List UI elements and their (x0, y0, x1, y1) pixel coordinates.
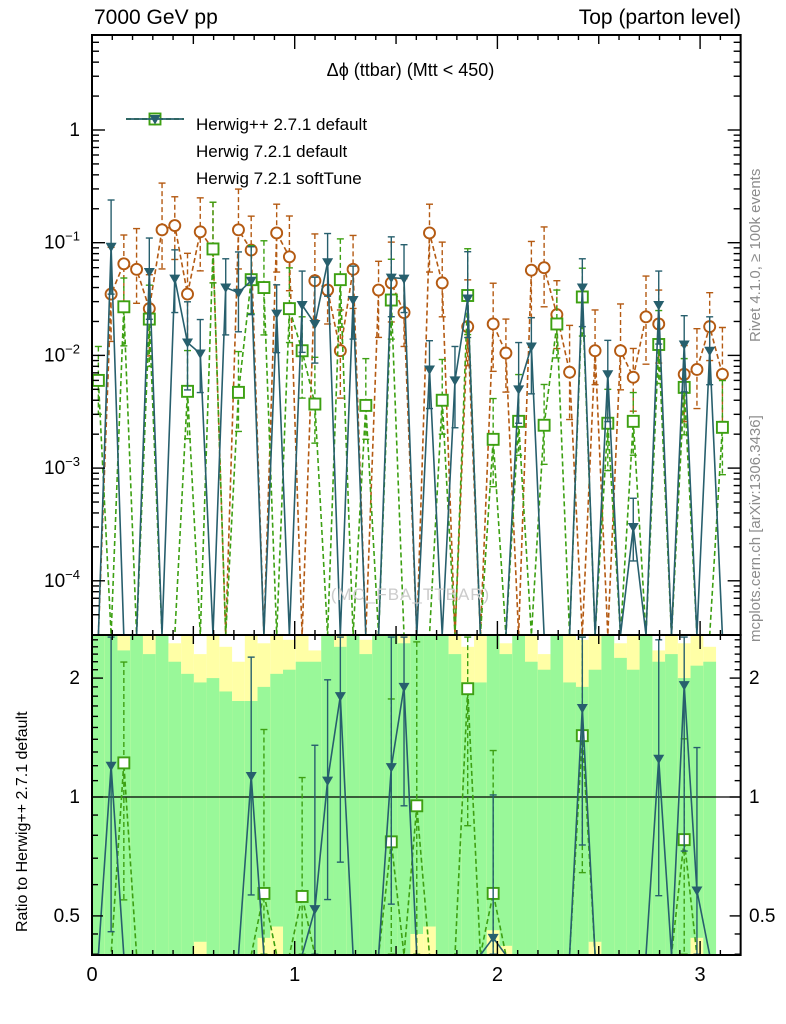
svg-text:2: 2 (492, 964, 503, 986)
rivet-version-note: Rivet 4.1.0, ≥ 100k events (747, 168, 764, 342)
svg-text:0.5: 0.5 (54, 906, 80, 927)
svg-text:10−1: 10−1 (44, 229, 80, 254)
svg-text:2: 2 (749, 668, 760, 689)
svg-text:1: 1 (69, 120, 80, 141)
main-series-1 (92, 201, 729, 635)
analysis-watermark: (MC_FBA_TTBAR) (330, 585, 491, 604)
axis-tick-labels: 0 1 2 3 1 10−1 10−2 10−3 10−4 2 2 1 1 0.5 0.5 (44, 120, 775, 986)
legend-label: Herwig 7.2.1 default (196, 141, 348, 161)
svg-text:1: 1 (69, 787, 80, 808)
svg-text:10−3: 10−3 (44, 454, 80, 479)
svg-text:2: 2 (69, 668, 80, 689)
ratio-series-1 (97, 636, 723, 955)
legend-label: Herwig 7.2.1 softTune (196, 168, 362, 188)
svg-text:1: 1 (749, 787, 760, 808)
legend: Herwig++ 2.7.1 default Herwig 7.2.1 defa… (126, 111, 367, 192)
svg-text:10−2: 10−2 (44, 341, 80, 366)
process-header: Top (parton level) (578, 6, 741, 29)
ratio-axis-title: Ratio to Herwig++ 2.7.1 default (14, 711, 31, 932)
svg-text:0: 0 (86, 964, 97, 986)
svg-text:3: 3 (695, 964, 706, 986)
svg-text:1: 1 (289, 964, 300, 986)
main-series-2 (97, 199, 724, 635)
legend-item-herwig-721-softtune: Herwig 7.2.1 softTune (126, 115, 367, 192)
svg-text:10−4: 10−4 (44, 567, 80, 592)
herwig-721-marker-icon (126, 112, 184, 160)
axis-ticks (91, 35, 742, 955)
herwig-721-softtune-marker-icon (126, 115, 184, 187)
legend-label: Herwig++ 2.7.1 default (196, 114, 368, 134)
mcplots-credit-note: mcplots.cern.ch [arXiv:1306.3436] (747, 415, 764, 642)
svg-text:0.5: 0.5 (749, 906, 775, 927)
page-title: Δϕ (ttbar) (Mtt < 450) (326, 60, 495, 80)
legend-item-herwig-721-default: Herwig 7.2.1 default (126, 112, 367, 165)
beam-header: 7000 GeV pp (94, 6, 218, 29)
